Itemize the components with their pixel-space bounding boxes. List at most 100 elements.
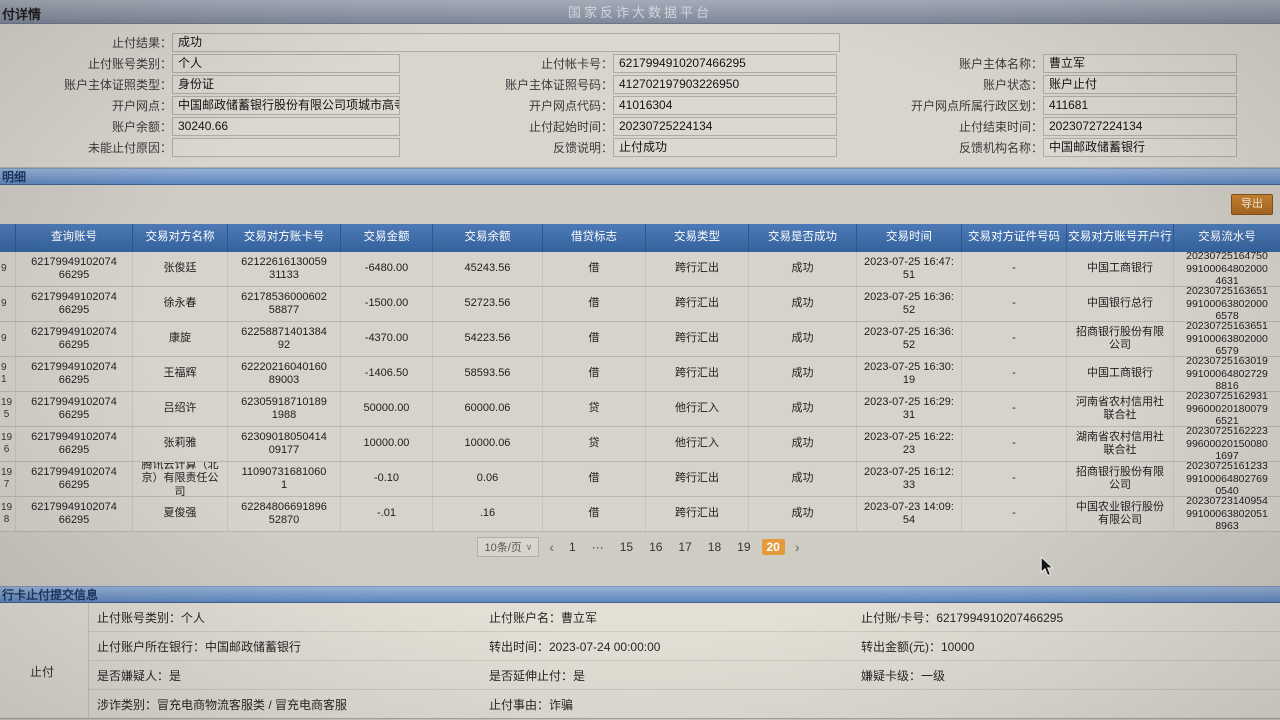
field-value: 20230725224134 [613, 117, 837, 136]
platform-title: 国家反诈大数据平台 [567, 5, 712, 20]
submission-field: 是否延伸止付：是 [489, 668, 586, 683]
cell-balance: 60000.06 [433, 392, 543, 426]
submission-field: 转出金额(元)：10000 [861, 639, 975, 654]
cell-transaction-type: 跨行汇出 [646, 497, 749, 531]
cell-counterparty-name: 腾讯云计算（北京）有限责任公司 [133, 462, 228, 496]
field-label: 反馈说明： [552, 141, 613, 155]
submission-field: 是否嫌疑人：是 [97, 668, 182, 683]
next-page-button[interactable]: › [794, 539, 800, 555]
field-label: 反馈机构名称： [958, 141, 1043, 155]
cell-amount: -.01 [341, 497, 433, 531]
column-header: 交易时间 [857, 224, 962, 252]
cell-counterparty-card: 6228480669189652870 [228, 497, 341, 531]
submission-row: 涉诈类别：冒充电商物流客服类 / 冒充电商客服 止付事由：诈骗 [89, 690, 1280, 718]
cell-query-account: 6217994910207466295 [16, 427, 133, 461]
cell-debit-credit-flag: 借 [543, 462, 646, 496]
cell-amount: -1406.50 [341, 357, 433, 391]
field-value: 身份证 [172, 75, 400, 94]
column-header: 交易类型 [646, 224, 749, 252]
page-size-select[interactable]: 10条/页 ∨ [477, 537, 540, 557]
cell-counterparty-bank: 招商银行股份有限公司 [1067, 462, 1174, 496]
cell-counterparty-bank: 中国工商银行 [1067, 357, 1174, 391]
cell-success-flag: 成功 [749, 392, 857, 426]
cell-debit-credit-flag: 借 [543, 322, 646, 356]
cell-debit-credit-flag: 借 [543, 287, 646, 321]
field-fail-reason: 未能止付原因： [0, 137, 400, 158]
divider [88, 603, 89, 718]
submission-group-label: 止付 [30, 665, 55, 679]
cell-counterparty-id: - [962, 392, 1067, 426]
field-card-number: 止付帐卡号： 6217994910207466295 [400, 53, 837, 74]
cell-counterparty-bank: 河南省农村信用社联合社 [1067, 392, 1174, 426]
field-value: 412702197903226950 [613, 75, 837, 94]
cell-counterparty-name: 徐永春 [133, 287, 228, 321]
field-label: 开户网点： [111, 99, 172, 113]
cell-transaction-time: 2023-07-25 16:36:52 [857, 287, 962, 321]
prev-page-button[interactable]: ‹ [549, 539, 555, 555]
cell-counterparty-card: 6230901805041409177 [228, 427, 341, 461]
cell-counterparty-id: - [962, 497, 1067, 531]
field-account-type: 止付账号类别： 个人 [0, 53, 400, 74]
cell-serial-number: 20230725162223996000201500801697 [1186, 427, 1268, 461]
cell-serial-number: 20230725162931996000201800796521 [1186, 392, 1268, 426]
field-label: 止付结束时间： [958, 120, 1043, 134]
cell-success-flag: 成功 [749, 287, 857, 321]
table-row: 19 7 6217994910207466295 腾讯云计算（北京）有限责任公司… [0, 462, 1280, 497]
table-header-row: 查询账号 交易对方名称 交易对方账卡号 交易金额 交易余额 借贷标志 交易类型 … [0, 224, 1280, 252]
submission-section-bar: 行卡止付提交信息 [0, 586, 1280, 603]
field-stop-result: 止付结果： 成功 [0, 32, 840, 53]
cell-transaction-time: 2023-07-25 16:30:19 [857, 357, 962, 391]
field-value: 411681 [1043, 96, 1237, 115]
cell-transaction-time: 2023-07-23 14:09:54 [857, 497, 962, 531]
cell-success-flag: 成功 [749, 497, 857, 531]
cell-debit-credit-flag: 借 [543, 497, 646, 531]
cell-counterparty-card: 6217853600060258877 [228, 287, 341, 321]
page-number[interactable]: 18 [707, 540, 722, 554]
cell-query-account: 6217994910207466295 [16, 322, 133, 356]
page-number[interactable]: ··· [591, 540, 604, 554]
cell-balance: 52723.56 [433, 287, 543, 321]
column-header: 交易金额 [341, 224, 433, 252]
cell-debit-credit-flag: 贷 [543, 392, 646, 426]
cell-amount: -6480.00 [341, 252, 433, 286]
cell-balance: 10000.06 [433, 427, 543, 461]
cell-counterparty-id: - [962, 287, 1067, 321]
cell-balance: 58593.56 [433, 357, 543, 391]
field-label: 止付结果： [111, 36, 172, 50]
page-number[interactable]: 19 [737, 540, 751, 554]
cell-success-flag: 成功 [749, 357, 857, 391]
cell-success-flag: 成功 [749, 322, 857, 356]
cell-amount: -4370.00 [341, 322, 433, 356]
page-number[interactable]: 20 [761, 539, 785, 555]
cell-row-partial: 9 [0, 252, 16, 286]
cell-success-flag: 成功 [749, 462, 857, 496]
cell-success-flag: 成功 [749, 252, 857, 286]
page-number[interactable]: 17 [678, 540, 692, 554]
field-value: 中国邮政储蓄银行股份有限公司项城市高寺... [172, 96, 400, 115]
page-number[interactable]: 16 [649, 540, 663, 554]
field-value: 41016304 [613, 96, 837, 115]
field-value: 曹立军 [1043, 54, 1237, 73]
cell-counterparty-name: 康旋 [133, 322, 228, 356]
table-row: 9 6217994910207466295 康旋 622588714013849… [0, 322, 1280, 357]
page-number[interactable]: 15 [619, 540, 634, 554]
submission-panel: 止付 止付账号类别：个人 止付账户名：曹立军 止付账/卡号：6217994910… [0, 603, 1280, 719]
page-number[interactable]: 1 [569, 540, 576, 554]
submission-row: 止付账户所在银行：中国邮政储蓄银行 转出时间：2023-07-24 00:00:… [89, 632, 1280, 661]
field-value: 30240.66 [172, 117, 400, 136]
cell-query-account: 6217994910207466295 [16, 357, 133, 391]
cell-transaction-type: 跨行汇出 [646, 287, 749, 321]
cell-debit-credit-flag: 贷 [543, 427, 646, 461]
cell-balance: .16 [433, 497, 543, 531]
field-account-status: 账户状态： 账户止付 [837, 74, 1237, 95]
cell-counterparty-name: 张莉雅 [133, 427, 228, 461]
cell-transaction-type: 他行汇入 [646, 427, 749, 461]
export-button[interactable]: 导出 [1231, 194, 1273, 215]
field-label: 开户网点代码： [528, 99, 613, 113]
cell-counterparty-bank: 中国农业银行股份有限公司 [1067, 497, 1174, 531]
cell-transaction-type: 他行汇入 [646, 392, 749, 426]
submission-field: 止付账户所在银行：中国邮政储蓄银行 [97, 639, 302, 654]
cell-transaction-type: 跨行汇出 [646, 462, 749, 496]
cell-counterparty-bank: 湖南省农村信用社联合社 [1067, 427, 1174, 461]
column-header: 查询账号 [16, 224, 133, 252]
